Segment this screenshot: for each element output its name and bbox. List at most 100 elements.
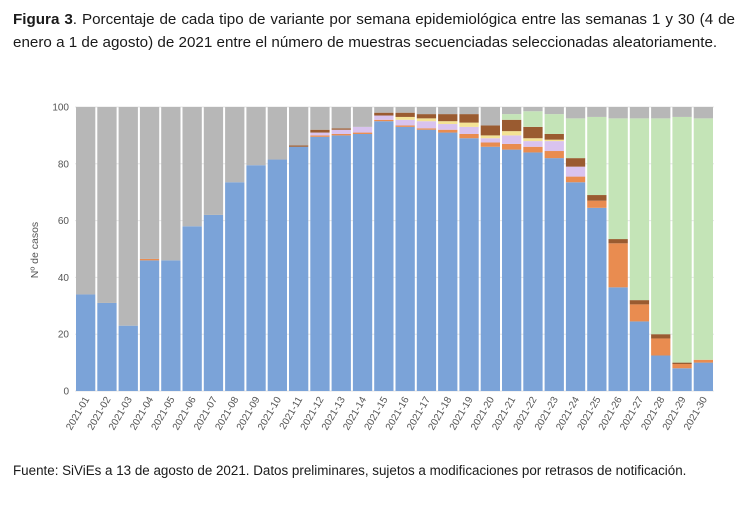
bar-segment-green-2021-23 bbox=[544, 114, 564, 134]
bar-segment-grey-2021-08 bbox=[225, 107, 245, 183]
bar-segment-lavender-2021-19 bbox=[459, 126, 479, 134]
bar-segment-blue-2021-15 bbox=[374, 121, 394, 391]
bar-segment-blue-2021-21 bbox=[502, 149, 522, 391]
bar-segment-brown-2021-12 bbox=[310, 129, 330, 133]
bar-segment-grey-2021-27 bbox=[629, 107, 650, 119]
bar-segment-orange-2021-29 bbox=[672, 364, 692, 369]
bar-segment-grey-2021-02 bbox=[97, 107, 117, 303]
bar-segment-blue-2021-24 bbox=[565, 182, 586, 391]
bar-segment-green-2021-29 bbox=[672, 116, 692, 363]
bar-segment-yellow-2021-23 bbox=[544, 139, 564, 142]
y-tick-label: 100 bbox=[52, 103, 69, 114]
bar-segment-brown-2021-24 bbox=[565, 158, 586, 167]
bar-segment-brown-2021-26 bbox=[608, 239, 628, 244]
bar-segment-brown-2021-17 bbox=[416, 114, 437, 119]
bar-segment-green-2021-25 bbox=[587, 116, 607, 196]
bar-segment-grey-2021-28 bbox=[651, 107, 671, 119]
y-axis-label: Nº de casos bbox=[29, 222, 41, 278]
bar-segment-grey-2021-19 bbox=[459, 107, 479, 115]
bar-segment-brown-2021-18 bbox=[438, 114, 458, 122]
bar-segment-orange-2021-28 bbox=[651, 338, 671, 356]
y-tick-label: 80 bbox=[58, 159, 70, 170]
bar-segment-lavender-2021-12 bbox=[310, 132, 330, 136]
bar-segment-orange-2021-19 bbox=[459, 133, 479, 139]
bar-segment-green-2021-28 bbox=[651, 118, 671, 335]
bar-segment-grey-2021-30 bbox=[693, 107, 713, 119]
bar-segment-green-2021-21 bbox=[502, 114, 522, 120]
bar-segment-orange-2021-17 bbox=[416, 128, 437, 130]
figure-caption: Figura 3. Porcentaje de cada tipo de var… bbox=[13, 8, 735, 54]
bar-segment-lavender-2021-13 bbox=[331, 129, 351, 134]
bar-segment-lavender-2021-14 bbox=[352, 126, 373, 133]
bar-segment-brown-2021-11 bbox=[289, 145, 309, 147]
bar-segment-yellow-2021-22 bbox=[523, 138, 543, 142]
bar-segment-orange-2021-24 bbox=[565, 176, 586, 183]
bar-segment-blue-2021-28 bbox=[651, 355, 671, 391]
bar-segment-blue-2021-07 bbox=[203, 214, 224, 391]
bar-segment-grey-2021-29 bbox=[672, 107, 692, 117]
bar-segment-orange-2021-14 bbox=[352, 132, 373, 134]
y-tick-label: 40 bbox=[58, 273, 70, 284]
bar-segment-lavender-2021-24 bbox=[565, 166, 586, 177]
source-note: Fuente: SiViEs a 13 de agosto de 2021. D… bbox=[13, 463, 687, 478]
y-tick-label: 20 bbox=[58, 330, 70, 341]
bar-segment-orange-2021-30 bbox=[693, 359, 713, 363]
bar-segment-grey-2021-03 bbox=[118, 107, 138, 326]
bar-segment-blue-2021-25 bbox=[587, 207, 607, 391]
bar-segment-orange-2021-25 bbox=[587, 200, 607, 208]
bar-segment-brown-2021-19 bbox=[459, 114, 479, 123]
bar-segment-orange-2021-16 bbox=[395, 125, 415, 127]
bar-segment-blue-2021-11 bbox=[289, 146, 309, 391]
bar-segment-grey-2021-26 bbox=[608, 107, 628, 119]
bar-segment-blue-2021-02 bbox=[97, 302, 117, 391]
bar-segment-blue-2021-12 bbox=[310, 136, 330, 391]
figure-caption-text: . Porcentaje de cada tipo de variante po… bbox=[13, 11, 735, 51]
bar-segment-grey-2021-11 bbox=[289, 107, 309, 146]
bar-segment-grey-2021-04 bbox=[139, 107, 160, 259]
bar-segment-blue-2021-18 bbox=[438, 132, 458, 391]
bar-segment-blue-2021-19 bbox=[459, 138, 479, 391]
bar-segment-blue-2021-17 bbox=[416, 129, 437, 391]
bar-segment-grey-2021-21 bbox=[502, 107, 522, 115]
bar-segment-orange-2021-22 bbox=[523, 146, 543, 153]
bar-segment-blue-2021-22 bbox=[523, 152, 543, 391]
bar-segment-orange-2021-20 bbox=[480, 142, 500, 147]
bar-segment-brown-2021-21 bbox=[502, 119, 522, 132]
bar-segment-blue-2021-04 bbox=[139, 260, 160, 391]
bar-segment-grey-2021-17 bbox=[416, 107, 437, 115]
bar-segment-green-2021-24 bbox=[565, 118, 586, 159]
bar-segment-grey-2021-10 bbox=[267, 107, 287, 160]
bar-segment-grey-2021-05 bbox=[161, 107, 181, 261]
bar-segment-grey-2021-23 bbox=[544, 107, 564, 115]
bar-segment-brown-2021-13 bbox=[331, 128, 351, 130]
bar-segment-lavender-2021-21 bbox=[502, 135, 522, 144]
bar-segment-orange-2021-04 bbox=[139, 258, 160, 261]
bar-segment-blue-2021-27 bbox=[629, 321, 650, 391]
bar-segment-blue-2021-09 bbox=[246, 165, 266, 391]
bar-segment-lavender-2021-20 bbox=[480, 138, 500, 143]
bar-segment-blue-2021-13 bbox=[331, 135, 351, 391]
bar-segment-yellow-2021-16 bbox=[395, 116, 415, 120]
bar-segment-blue-2021-01 bbox=[76, 294, 96, 391]
bar-segment-blue-2021-26 bbox=[608, 287, 628, 391]
bar-segment-grey-2021-18 bbox=[438, 107, 458, 115]
bar-segment-grey-2021-15 bbox=[374, 107, 394, 113]
bar-segment-blue-2021-08 bbox=[225, 182, 245, 391]
y-tick-label: 60 bbox=[58, 216, 70, 227]
gridlines bbox=[75, 106, 714, 392]
bar-segment-grey-2021-20 bbox=[480, 107, 500, 126]
bar-segment-grey-2021-09 bbox=[246, 107, 266, 166]
bar-segment-green-2021-26 bbox=[608, 118, 628, 240]
bar-segment-yellow-2021-18 bbox=[438, 121, 458, 125]
bar-segment-blue-2021-30 bbox=[693, 362, 713, 391]
y-tick-label: 0 bbox=[63, 387, 69, 398]
bar-segment-grey-2021-24 bbox=[565, 107, 586, 119]
bar-segment-yellow-2021-21 bbox=[502, 131, 522, 136]
bar-segment-grey-2021-25 bbox=[587, 107, 607, 117]
bar-segment-grey-2021-12 bbox=[310, 107, 330, 130]
bar-segment-lavender-2021-16 bbox=[395, 119, 415, 126]
bar-segment-yellow-2021-20 bbox=[480, 135, 500, 139]
bar-segment-brown-2021-28 bbox=[651, 334, 671, 339]
bar-segment-lavender-2021-17 bbox=[416, 121, 437, 129]
bar-segment-grey-2021-16 bbox=[395, 107, 415, 113]
